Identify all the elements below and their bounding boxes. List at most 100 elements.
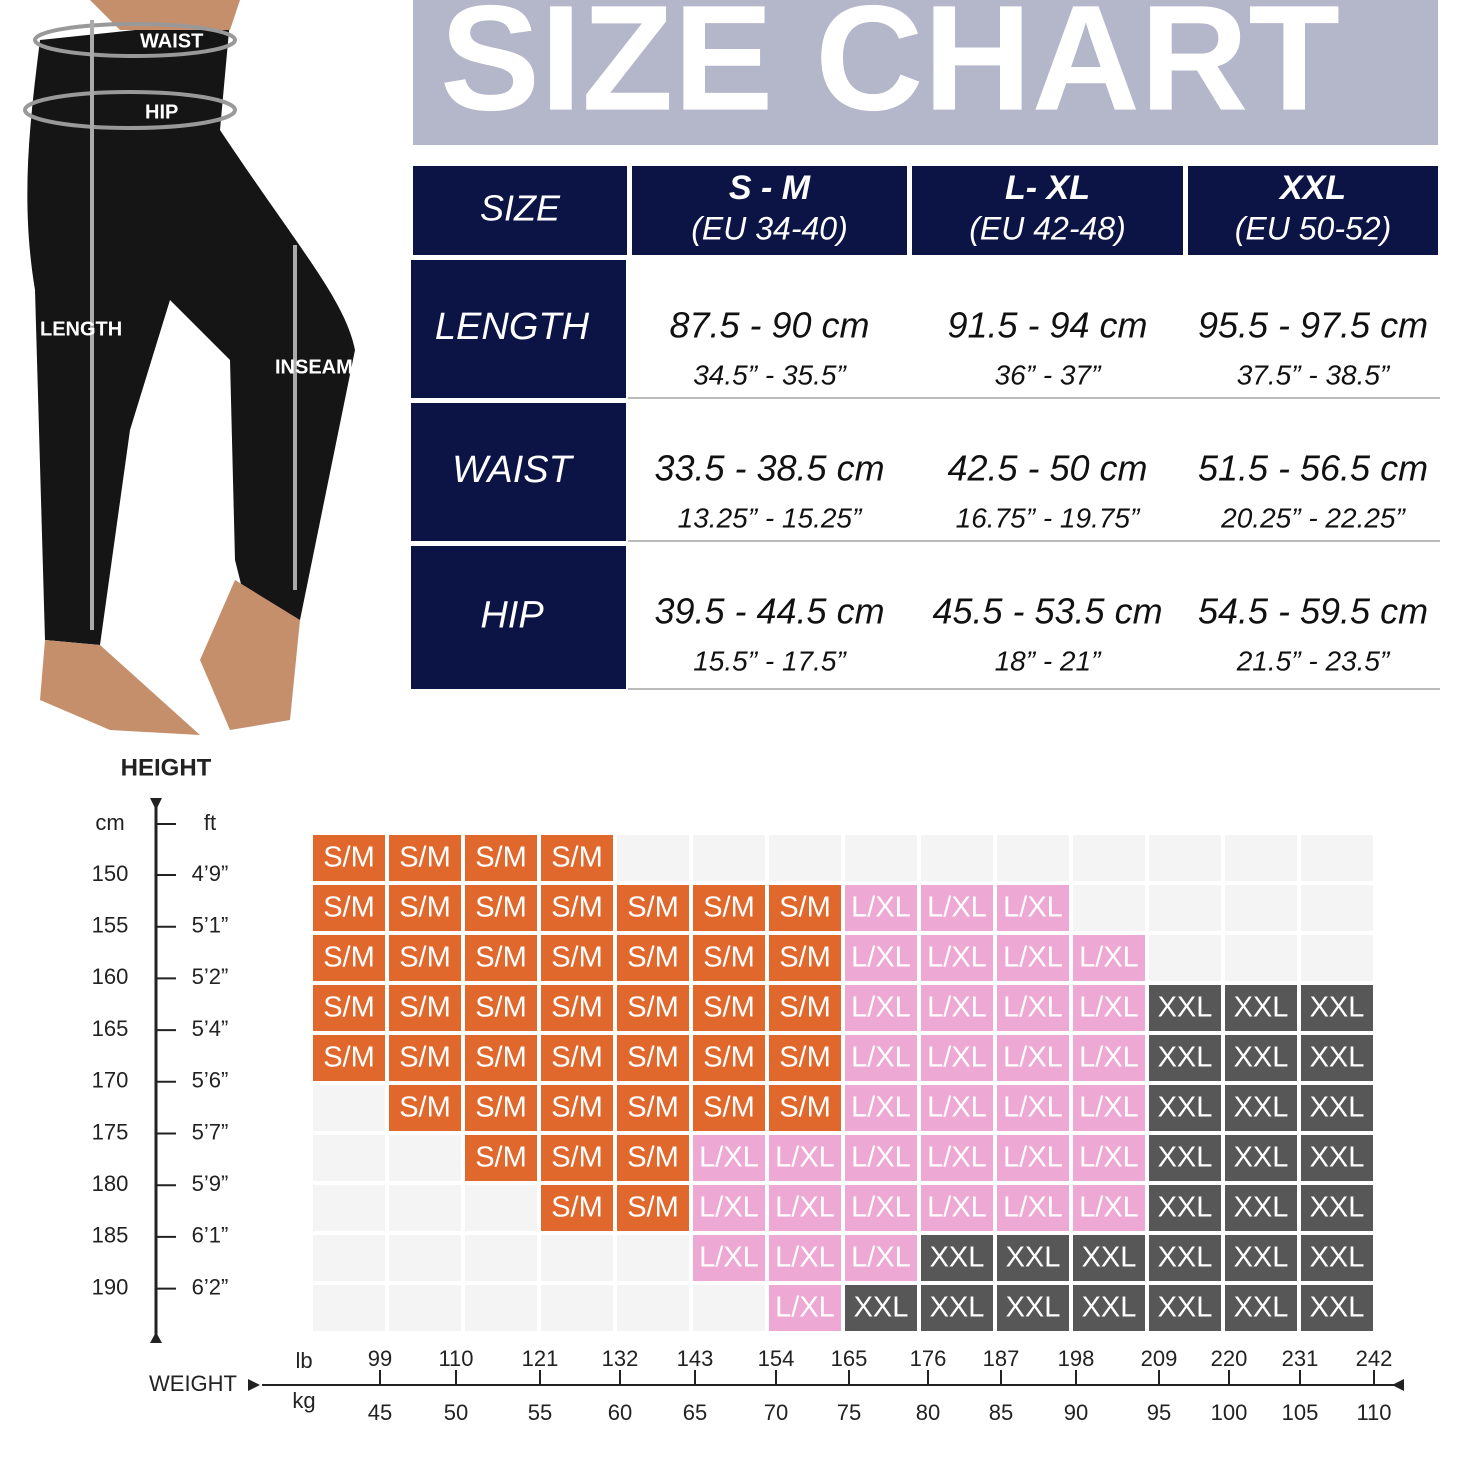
- grid-cell: [465, 1235, 537, 1281]
- size-label: XXL: [1234, 1142, 1289, 1174]
- size-label: L/XL: [1003, 892, 1063, 924]
- grid-cell: [1301, 935, 1373, 981]
- unit-label: ft: [204, 810, 216, 835]
- size-label: L/XL: [699, 1192, 759, 1224]
- grid-cell: [313, 885, 385, 931]
- grid-cell: [769, 985, 841, 1031]
- size-label: XXL: [1234, 1292, 1289, 1324]
- axis-arrow: [248, 1379, 260, 1391]
- size-label: S/M: [475, 892, 527, 924]
- size-label: S/M: [551, 1092, 603, 1124]
- row-label: HIP: [480, 595, 544, 637]
- size-label: XXL: [1158, 1042, 1213, 1074]
- height-ft: 5’7”: [192, 1119, 229, 1144]
- grid-cell: [845, 885, 917, 931]
- height-cm: 175: [92, 1119, 129, 1144]
- grid-cell: [1149, 1235, 1221, 1281]
- grid-cell: [313, 1185, 385, 1231]
- grid-cell: [1225, 885, 1297, 931]
- grid-cell: [465, 1285, 537, 1331]
- height-cm: 180: [92, 1171, 129, 1196]
- grid-cell: [389, 1185, 461, 1231]
- grid-cell: [465, 935, 537, 981]
- grid-cell: [845, 1035, 917, 1081]
- cm-value: 95.5 - 97.5 cm: [1198, 305, 1428, 346]
- size-label: XXL: [930, 1242, 985, 1274]
- weight-kg: 45: [368, 1400, 392, 1425]
- height-ft: 5’6”: [192, 1068, 229, 1093]
- cm-value: 33.5 - 38.5 cm: [654, 448, 884, 489]
- grid-cell: [1301, 1185, 1373, 1231]
- row-label: LENGTH: [435, 306, 590, 348]
- grid-cell: [997, 1135, 1069, 1181]
- weight-kg: 75: [837, 1400, 861, 1425]
- grid-cell: [1149, 1185, 1221, 1231]
- grid-cell: [769, 935, 841, 981]
- grid-cell: [921, 1235, 993, 1281]
- title: SIZE CHART: [440, 0, 1340, 142]
- grid-cell: [541, 1085, 613, 1131]
- axis-arrow: [1392, 1379, 1404, 1391]
- row-header: [411, 403, 626, 541]
- height-cm: 155: [92, 913, 129, 938]
- grid-cell: [845, 985, 917, 1031]
- weight-lb: 154: [758, 1346, 795, 1371]
- grid-cell: [389, 1085, 461, 1131]
- size-label: XXL: [1234, 1042, 1289, 1074]
- grid-cell: [313, 835, 385, 881]
- size-label: L/XL: [1003, 1192, 1063, 1224]
- grid-cell: [769, 1285, 841, 1331]
- grid-cell: [1225, 835, 1297, 881]
- grid-cell: [1073, 1235, 1145, 1281]
- grid-cell: [465, 1035, 537, 1081]
- size-name: S - M: [729, 169, 811, 207]
- grid-cell: [541, 885, 613, 931]
- weight-kg: 55: [528, 1400, 552, 1425]
- weight-kg: 60: [608, 1400, 632, 1425]
- grid-cell: [1149, 885, 1221, 931]
- row-header: [411, 260, 626, 398]
- size-label: S/M: [475, 1042, 527, 1074]
- size-label: XXL: [1158, 1242, 1213, 1274]
- grid-cell: [769, 1185, 841, 1231]
- size-label: L/XL: [1079, 1092, 1139, 1124]
- grid-cell: [1073, 985, 1145, 1031]
- grid-cell: [1301, 985, 1373, 1031]
- size-label: L/XL: [1003, 1092, 1063, 1124]
- grid-cell: [313, 1235, 385, 1281]
- grid-cell: [617, 1285, 689, 1331]
- size-label: L/XL: [927, 1092, 987, 1124]
- grid-cell: [617, 1135, 689, 1181]
- grid-cell: [693, 1085, 765, 1131]
- size-label: L/XL: [927, 1192, 987, 1224]
- grid-cell: [997, 1235, 1069, 1281]
- size-label: XXL: [1158, 992, 1213, 1024]
- grid-cell: [845, 935, 917, 981]
- size-label: XXL: [1310, 1192, 1365, 1224]
- size-label: S/M: [703, 1092, 755, 1124]
- grid-cell: [389, 1135, 461, 1181]
- size-label: XXL: [1082, 1292, 1137, 1324]
- cm-value: 42.5 - 50 cm: [947, 448, 1147, 489]
- weight-kg: 105: [1282, 1400, 1319, 1425]
- size-label: S/M: [399, 892, 451, 924]
- size-label: S/M: [627, 1042, 679, 1074]
- grid-cell: [997, 835, 1069, 881]
- grid-cell: [617, 935, 689, 981]
- size-grid: S/M S/M S/M S/M S/M S/M S/M S/M S/M S/M S/M L/XL L/X…: [92, 754, 1404, 1425]
- weight-kg: 110: [1356, 1400, 1391, 1425]
- size-label: S/M: [323, 942, 375, 974]
- grid-cell: [389, 1035, 461, 1081]
- grid-cell: [617, 835, 689, 881]
- weight-lb: 165: [831, 1346, 868, 1371]
- weight-kg: 95: [1147, 1400, 1171, 1425]
- size-label: L/XL: [775, 1192, 835, 1224]
- grid-cell: [313, 1085, 385, 1131]
- weight-lb: 220: [1211, 1346, 1248, 1371]
- figure-label: HIP: [145, 101, 178, 123]
- grid-cell: [1225, 1135, 1297, 1181]
- size-label: XXL: [1006, 1292, 1061, 1324]
- grid-cell: [769, 885, 841, 931]
- grid-cell: [541, 835, 613, 881]
- header-cell: [632, 166, 907, 255]
